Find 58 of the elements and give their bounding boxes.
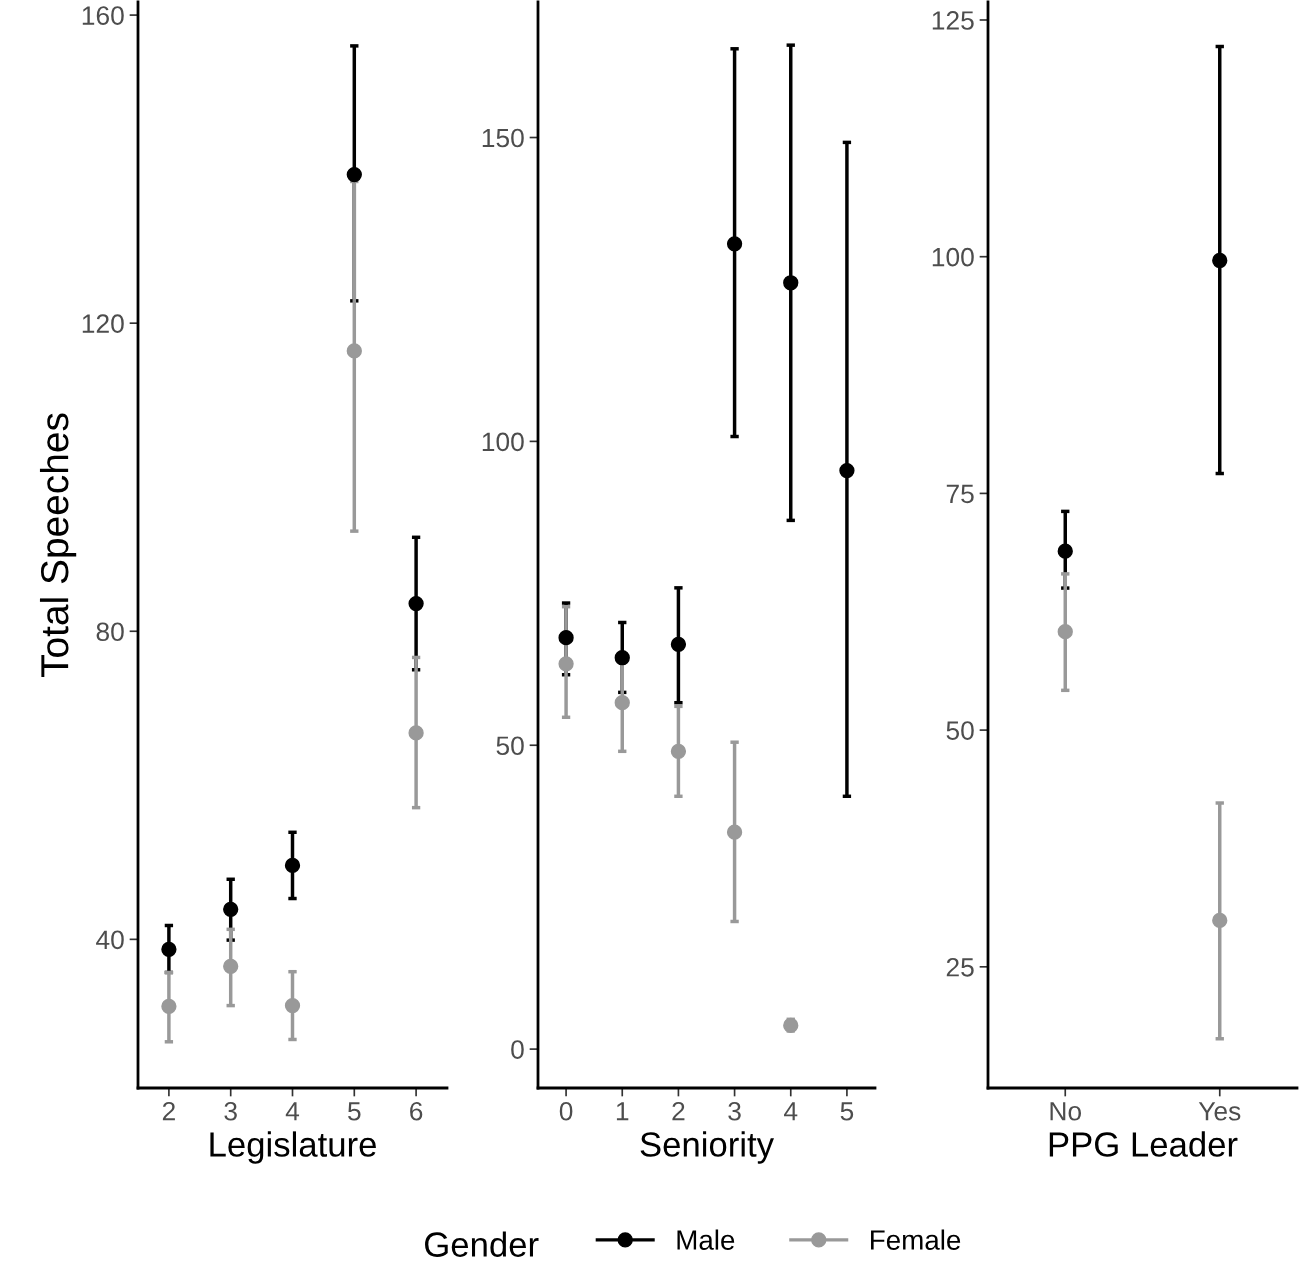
y-tick-label: 40 (96, 930, 124, 950)
x-tick-label: 2 (672, 1101, 685, 1121)
point (346, 166, 362, 183)
x-tick-label: 3 (224, 1101, 237, 1121)
point (346, 343, 362, 359)
point (1212, 252, 1228, 269)
x-tick-label: Yes (1198, 1102, 1241, 1121)
x-tick-label: 0 (559, 1101, 573, 1121)
y-tick-label: 75 (946, 484, 974, 504)
point (284, 997, 301, 1014)
point (1212, 912, 1228, 929)
point (408, 595, 424, 612)
legend-label: Male (677, 1229, 735, 1250)
point (223, 958, 239, 974)
x-tick-label: No (1050, 1102, 1082, 1121)
point (1057, 543, 1073, 559)
point (284, 857, 301, 874)
x-tick-label: 5 (840, 1102, 854, 1121)
point (783, 275, 799, 291)
point (161, 941, 177, 958)
point (408, 725, 424, 741)
legend-label: Female (871, 1229, 961, 1250)
x-axis-title: Legislature (210, 1131, 376, 1164)
y-tick-label: 25 (946, 957, 974, 977)
y-tick-label: 125 (932, 11, 974, 30)
point (558, 656, 574, 672)
point (726, 824, 743, 840)
point (161, 998, 177, 1014)
point (223, 901, 239, 917)
y-tick-label: 100 (482, 432, 524, 452)
point (558, 630, 574, 646)
point (839, 462, 855, 479)
y-tick-label: 50 (946, 721, 974, 740)
point (614, 695, 630, 711)
x-tick-label: 1 (616, 1102, 629, 1121)
x-tick-label: 6 (410, 1101, 423, 1121)
y-tick-label: 50 (496, 736, 524, 756)
y-tick-label: 100 (932, 247, 974, 267)
y-tick-label: 150 (482, 128, 524, 148)
y-tick-label: 160 (82, 6, 124, 25)
x-axis-title: PPG Leader (1049, 1131, 1238, 1157)
x-axis-title: Seniority (640, 1131, 774, 1164)
point (670, 636, 687, 653)
point (614, 650, 630, 666)
x-tick-label: 3 (728, 1101, 741, 1121)
point (670, 743, 687, 759)
point (726, 236, 743, 252)
y-tick-label: 120 (82, 314, 124, 333)
point (783, 1017, 799, 1034)
x-tick-label: 2 (162, 1101, 175, 1121)
x-tick-label: 4 (285, 1102, 300, 1121)
x-tick-label: 5 (348, 1102, 361, 1121)
y-tick-label: 0 (511, 1040, 524, 1059)
y-tick-label: 80 (96, 622, 124, 642)
point (1057, 623, 1073, 640)
x-tick-label: 4 (784, 1102, 798, 1121)
legend-title: Gender (425, 1231, 539, 1257)
y-axis-title: Total Speeches (39, 413, 77, 678)
